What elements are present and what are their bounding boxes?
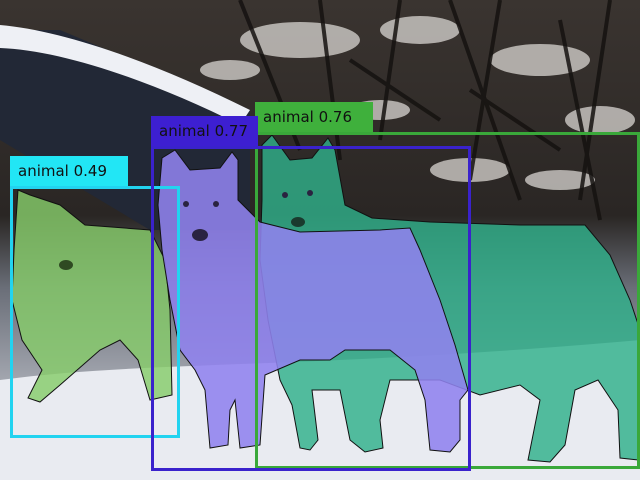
detection-box-3[interactable] xyxy=(255,132,640,469)
detection-label-text-2: animal 0.77 xyxy=(159,122,249,140)
wolf-mask-1 xyxy=(11,189,173,403)
detection-label-2: animal 0.77 xyxy=(151,116,258,146)
detection-label-text-1: animal 0.49 xyxy=(18,162,108,180)
wolf-mask-3 xyxy=(259,134,640,463)
wolf-faces xyxy=(59,190,313,270)
detection-label-1: animal 0.49 xyxy=(10,156,128,186)
detection-box-1[interactable] xyxy=(10,186,180,438)
snow-on-log xyxy=(0,25,250,125)
detection-label-3: animal 0.76 xyxy=(255,102,373,132)
wolf-mask-2 xyxy=(157,149,469,453)
detection-label-text-3: animal 0.76 xyxy=(263,108,353,126)
detection-box-2[interactable] xyxy=(151,146,471,471)
